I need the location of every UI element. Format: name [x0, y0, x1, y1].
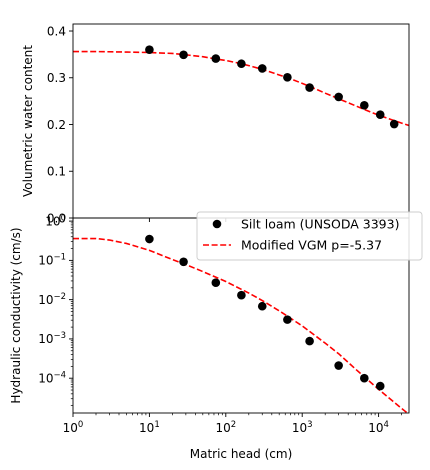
- bottom-data-point: [211, 278, 221, 288]
- tick-label-base: 10: [63, 421, 78, 435]
- top-data-point: [389, 119, 399, 129]
- top-y-axis-label: Volumetric water content: [21, 45, 35, 197]
- tick-label-exponent: 4: [384, 420, 389, 430]
- bottom-fit-line: [73, 237, 409, 413]
- tick-label-exponent: 0: [78, 420, 83, 430]
- tick-label-base: 10: [215, 421, 230, 435]
- tick-label-base: 10: [38, 293, 53, 307]
- tick-label-exponent: 2: [231, 420, 236, 430]
- tick-label-exponent: 1: [154, 420, 159, 430]
- top-data-point: [211, 54, 221, 63]
- bottom-data-point: [257, 301, 267, 311]
- conductivity-panel: 100 101 102 103 10410−410−310−210−1100Matric…: [9, 213, 410, 461]
- bottom-y-tick-label: 10−2: [38, 292, 66, 307]
- legend-marker-points: [212, 219, 222, 229]
- tick-label-exponent: −3: [53, 331, 66, 341]
- bottom-data-point: [360, 373, 369, 383]
- bottom-x-tick-label: 101: [139, 420, 160, 435]
- bottom-y-tick-label: 10−3: [38, 331, 66, 346]
- bottom-data-point: [283, 315, 292, 324]
- top-data-point: [375, 110, 385, 119]
- tick-label-exponent: 3: [307, 420, 312, 430]
- top-y-tick-label: 0.2: [47, 118, 66, 132]
- bottom-data-point: [375, 381, 385, 391]
- top-fit-line: [73, 50, 409, 127]
- tick-label-base: 10: [38, 332, 53, 346]
- bottom-x-tick-label: 104: [368, 420, 389, 435]
- legend-frame: [196, 211, 423, 261]
- bottom-data-point: [305, 336, 314, 346]
- bottom-x-axis-label: Matric head (cm): [190, 447, 293, 461]
- tick-label-exponent: −2: [53, 292, 66, 302]
- water-content-panel: 0.0 0.1 0.2 0.3 0.4 Volumetric water content: [21, 23, 410, 225]
- tick-label-base: 10: [45, 214, 60, 228]
- top-data-point: [257, 64, 267, 73]
- tick-label-exponent: −1: [53, 253, 66, 263]
- top-data-point: [283, 72, 292, 82]
- bottom-data-point: [237, 290, 246, 300]
- top-y-tick-label: 0.4: [47, 24, 66, 38]
- legend: Silt loam (UNSODA 3393) Modified VGM p=-5…: [196, 211, 423, 261]
- bottom-x-tick-label: 103: [292, 420, 313, 435]
- bottom-data-point: [334, 361, 343, 370]
- bottom-y-tick-label: 10−4: [38, 371, 66, 386]
- tick-label-exponent: 0: [61, 213, 66, 223]
- top-y-tick-label: 0.3: [47, 71, 66, 85]
- bottom-y-axis-label: Hydraulic conductivity (cm/s): [9, 227, 23, 403]
- bottom-y-tick-label: 10−1: [38, 253, 66, 268]
- top-data-point: [145, 45, 154, 55]
- bottom-x-tick-label: 100: [63, 420, 84, 435]
- bottom-data-point: [145, 234, 154, 244]
- top-data-point: [179, 50, 188, 60]
- top-data-point: [305, 83, 314, 92]
- tick-label-base: 10: [38, 254, 53, 268]
- top-data-point: [334, 92, 343, 102]
- top-y-tick-label: 0.0: [47, 211, 66, 225]
- top-data-point: [360, 101, 369, 110]
- bottom-x-tick-label: 102: [215, 420, 236, 435]
- tick-label-base: 10: [139, 421, 154, 435]
- top-data-point: [237, 59, 246, 69]
- tick-label-base: 10: [368, 421, 383, 435]
- legend-label-line: Modified VGM p=-5.37: [241, 238, 382, 253]
- tick-label-exponent: −4: [53, 371, 66, 381]
- legend-label-points: Silt loam (UNSODA 3393): [241, 217, 399, 232]
- top-y-tick-label: 0.1: [47, 165, 66, 179]
- tick-label-base: 10: [292, 421, 307, 435]
- tick-label-base: 10: [38, 372, 53, 386]
- bottom-data-point: [179, 257, 188, 267]
- bottom-y-tick-label: 100: [45, 213, 66, 228]
